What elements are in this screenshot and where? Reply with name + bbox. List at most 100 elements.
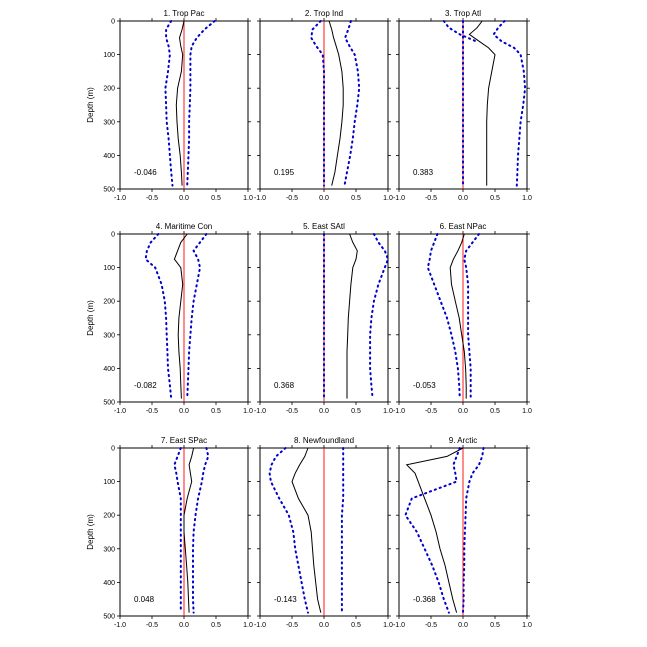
- x-tick-label: -0.5: [425, 622, 437, 629]
- x-tick-label: -1.0: [114, 622, 126, 629]
- panel-title: 5. East SAtl: [303, 222, 345, 231]
- x-tick-label: 0.5: [211, 408, 221, 415]
- series-upper-dots: [340, 447, 345, 614]
- y-tick-label: 200: [103, 299, 115, 306]
- panel-title: 6. East NPac: [440, 222, 487, 231]
- y-tick-label: 500: [103, 187, 115, 194]
- y-tick-label: 300: [103, 546, 115, 553]
- panel-title: 1. Trop Pac: [164, 9, 205, 18]
- x-tick-label: -1.0: [114, 195, 126, 202]
- x-tick-label: 0.5: [351, 622, 361, 629]
- y-tick-label: 300: [103, 119, 115, 126]
- x-tick-label: -0.5: [425, 408, 437, 415]
- x-tick-label: 1.0: [522, 622, 532, 629]
- x-tick-label: 1.0: [383, 195, 393, 202]
- y-tick-label: 0: [111, 232, 115, 239]
- series-upper-dots: [492, 20, 527, 187]
- x-tick-label: -0.5: [286, 622, 298, 629]
- x-tick-label: 0.0: [458, 408, 468, 415]
- series-upper-dots: [462, 447, 485, 614]
- panel-title: 4. Maritime Con: [156, 222, 212, 231]
- panel-statistic: -0.053: [413, 381, 436, 390]
- y-tick-label: 200: [103, 513, 115, 520]
- x-tick-label: -0.5: [286, 195, 298, 202]
- series-lower-dots: [144, 233, 173, 400]
- series-upper-dots: [463, 233, 480, 400]
- x-tick-label: 0.5: [490, 408, 500, 415]
- x-tick-label: 0.0: [179, 408, 189, 415]
- series-lower-dots: [404, 447, 461, 614]
- series-mean-line: [405, 447, 464, 613]
- panel-statistic: -0.046: [134, 168, 157, 177]
- series-lower_extra-dots: [442, 20, 477, 43]
- y-tick-label: 200: [103, 86, 115, 93]
- x-tick-label: 0.5: [490, 195, 500, 202]
- x-tick-label: 0.5: [351, 408, 361, 415]
- x-tick-label: -0.5: [425, 195, 437, 202]
- y-tick-label: 100: [103, 265, 115, 272]
- series-mean-line: [468, 20, 496, 186]
- series-mean-line: [346, 233, 358, 399]
- panel-title: 7. East SPac: [161, 436, 207, 445]
- y-tick-label: 400: [103, 580, 115, 587]
- x-tick-label: -0.5: [146, 195, 158, 202]
- x-tick-label: 0.0: [179, 195, 189, 202]
- series-lower-dots: [173, 447, 182, 614]
- x-tick-label: -1.0: [393, 195, 405, 202]
- x-tick-label: 1.0: [383, 408, 393, 415]
- y-tick-label: 100: [103, 52, 115, 59]
- x-tick-label: 0.0: [179, 622, 189, 629]
- x-tick-label: -0.5: [146, 622, 158, 629]
- y-tick-label: 300: [103, 332, 115, 339]
- series-mean-line: [291, 447, 322, 613]
- series-lower-dots: [164, 20, 174, 187]
- series-mean-line: [328, 20, 344, 186]
- panel-statistic: 0.368: [274, 381, 295, 390]
- x-tick-label: 1.0: [243, 622, 253, 629]
- panel-title: 3. Trop Atl: [445, 9, 481, 18]
- x-tick-label: 0.5: [211, 622, 221, 629]
- series-upper-dots: [186, 233, 208, 400]
- y-tick-label: 400: [103, 366, 115, 373]
- x-tick-label: 0.0: [319, 408, 329, 415]
- panel-statistic: 0.048: [134, 595, 155, 604]
- series-mean-line: [173, 233, 188, 399]
- y-axis-label: Depth (m): [86, 87, 95, 123]
- y-tick-label: 400: [103, 153, 115, 160]
- panel-statistic: 0.383: [413, 168, 434, 177]
- x-tick-label: -0.5: [286, 408, 298, 415]
- x-tick-label: 1.0: [522, 408, 532, 415]
- x-tick-label: 1.0: [243, 408, 253, 415]
- y-tick-label: 0: [111, 19, 115, 26]
- panel-statistic: -0.082: [134, 381, 157, 390]
- series-lower-dots: [426, 233, 461, 400]
- y-tick-label: 0: [111, 446, 115, 453]
- x-tick-label: 0.0: [319, 195, 329, 202]
- y-axis-label: Depth (m): [86, 514, 95, 550]
- x-tick-label: 0.0: [458, 622, 468, 629]
- series-lower-dots: [268, 447, 309, 614]
- x-tick-label: -1.0: [114, 408, 126, 415]
- x-tick-label: -1.0: [393, 622, 405, 629]
- series-upper-dots: [192, 447, 210, 614]
- x-tick-label: 1.0: [383, 622, 393, 629]
- series-mean-line: [175, 20, 185, 186]
- series-upper-dots: [369, 233, 390, 400]
- series-lower-dots: [310, 20, 325, 187]
- y-tick-label: 500: [103, 614, 115, 621]
- series-upper-dots: [186, 20, 216, 187]
- panel-statistic: -0.368: [413, 595, 436, 604]
- x-tick-label: 0.5: [211, 195, 221, 202]
- x-tick-label: -1.0: [254, 195, 266, 202]
- x-tick-label: 0.0: [319, 622, 329, 629]
- x-tick-label: 0.5: [351, 195, 361, 202]
- panel-title: 9. Arctic: [449, 436, 477, 445]
- panel-title: 2. Trop Ind: [305, 9, 343, 18]
- panel-statistic: -0.143: [274, 595, 297, 604]
- x-tick-label: 1.0: [522, 195, 532, 202]
- panel-statistic: 0.195: [274, 168, 295, 177]
- series-mean-line: [449, 233, 467, 399]
- x-tick-label: -1.0: [254, 622, 266, 629]
- x-tick-label: -1.0: [393, 408, 405, 415]
